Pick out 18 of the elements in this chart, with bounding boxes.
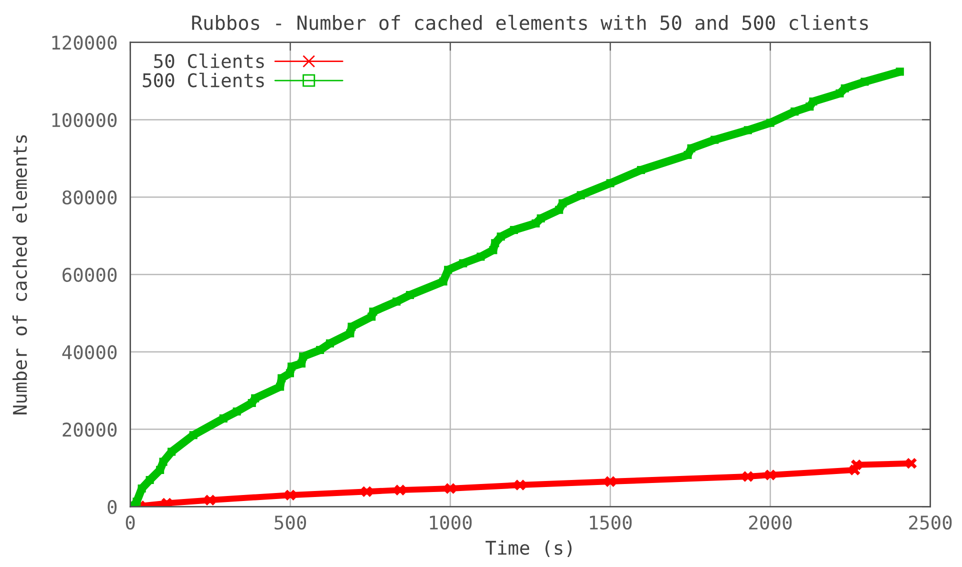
y-tick-label: 100000 bbox=[52, 112, 117, 128]
chart-title: Rubbos - Number of cached elements with 50 and 500 clients bbox=[192, 14, 868, 30]
x-tick-label: 0 bbox=[126, 515, 135, 530]
x-tick-label: 1500 bbox=[590, 515, 632, 530]
x-tick-label: 2500 bbox=[909, 515, 952, 530]
legend-label: 500 Clients bbox=[142, 72, 264, 88]
x-tick-label: 1000 bbox=[430, 515, 472, 530]
x-axis-title: Time (s) bbox=[486, 540, 572, 558]
y-axis-title: Number of cached elements bbox=[12, 135, 27, 414]
y-tick-label: 60000 bbox=[62, 268, 117, 282]
y-tick-label: 120000 bbox=[52, 36, 117, 50]
y-tick-label: 40000 bbox=[62, 345, 117, 360]
x-tick-label: 500 bbox=[274, 515, 306, 530]
legend-label: 50 Clients bbox=[154, 54, 264, 68]
y-tick-label: 80000 bbox=[62, 190, 117, 205]
y-tick-label: 20000 bbox=[62, 422, 117, 437]
x-tick-label: 2000 bbox=[749, 515, 792, 530]
y-tick-label: 0 bbox=[108, 500, 117, 514]
